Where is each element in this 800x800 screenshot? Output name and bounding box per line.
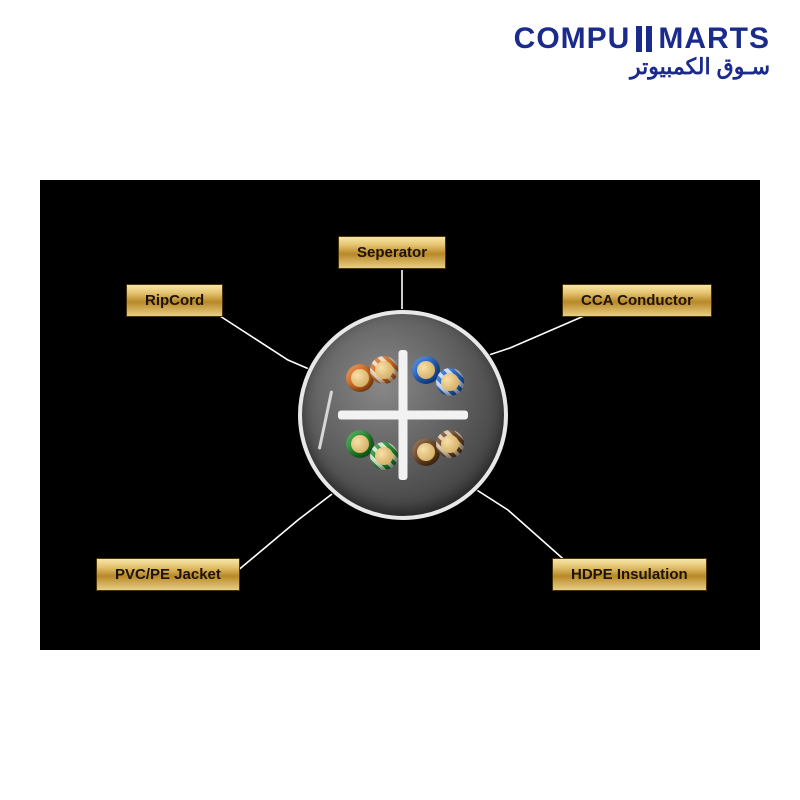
cable-cross-section [298,310,508,520]
logo-english: COMPU MARTS [514,22,770,56]
label-separator: Seperator [338,236,446,269]
label-hdpe: HDPE Insulation [552,558,707,591]
pair-orange [346,356,404,398]
logo-arabic: سـوق الكمبيوتر [514,54,770,80]
wire-blue-stripe [436,368,464,396]
wire-brown-stripe [436,430,464,458]
label-cca: CCA Conductor [562,284,712,317]
ripcord-thread [318,390,333,449]
label-ripcord: RipCord [126,284,223,317]
cable-diagram-panel: Seperator RipCord CCA Conductor PVC/PE J… [40,180,760,650]
separator-horizontal [338,411,467,420]
pair-brown [412,430,470,472]
logo-english-right: MARTS [658,22,770,56]
wire-orange-stripe [370,356,398,384]
logo-english-left: COMPU [514,22,631,56]
leader-pvc [236,494,332,572]
wire-green-stripe [370,442,398,470]
brand-logo: COMPU MARTS سـوق الكمبيوتر [514,22,770,80]
pair-blue [412,356,470,398]
pair-green [346,430,404,472]
label-pvc: PVC/PE Jacket [96,558,240,591]
logo-bars-icon [636,26,652,52]
